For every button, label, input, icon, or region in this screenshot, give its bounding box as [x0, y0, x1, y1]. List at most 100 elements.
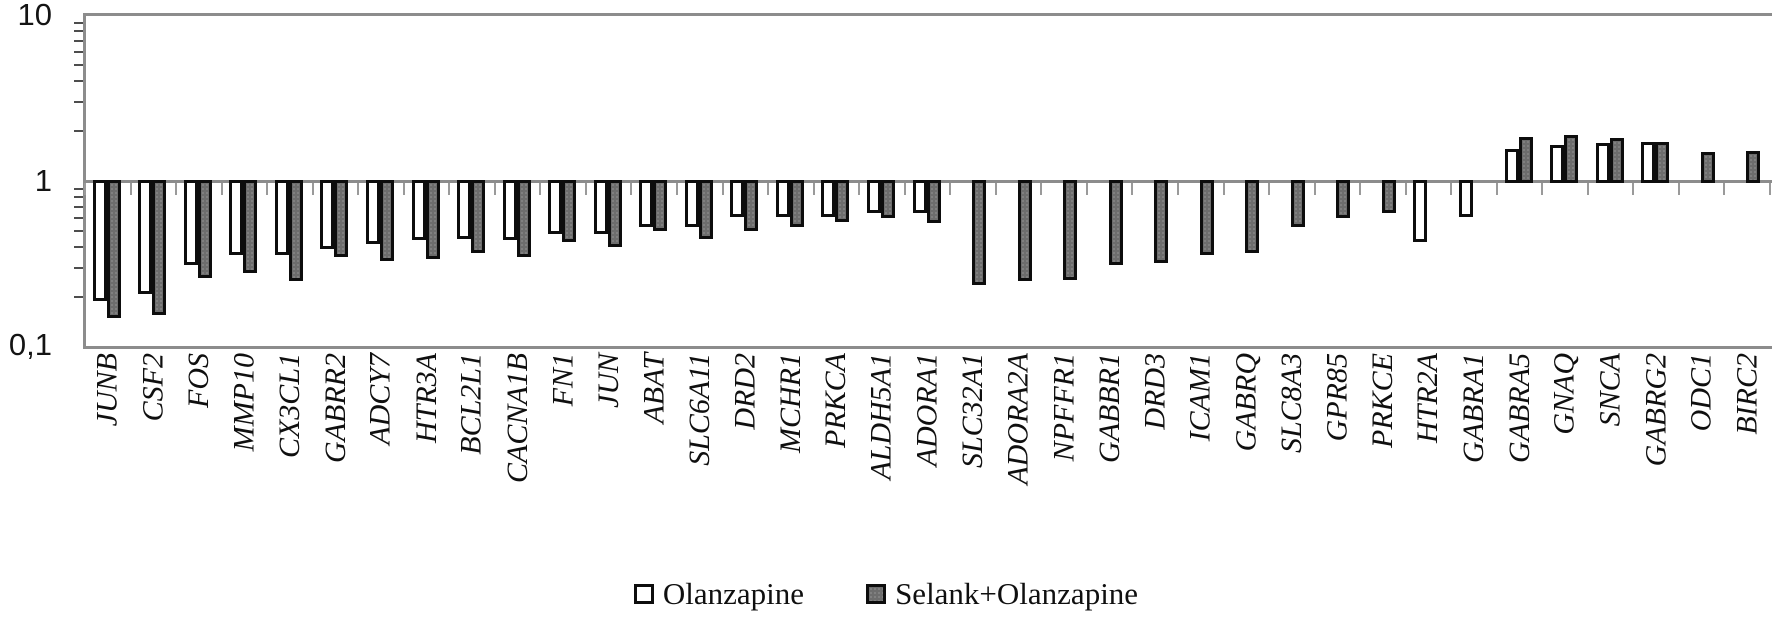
x-tick	[1586, 183, 1589, 195]
bar-selank-olanzapine-odc1	[1700, 151, 1715, 183]
x-label-text-gabra1: GABRA1	[1456, 353, 1490, 463]
x-tick	[1085, 183, 1088, 195]
x-tick	[266, 183, 269, 195]
x-tick	[493, 183, 496, 195]
x-label-text-bcl2l1: BCL2L1	[455, 353, 489, 455]
x-tick	[1541, 183, 1544, 195]
y-axis-label-0-1: 0,1	[8, 327, 52, 362]
x-tick	[1313, 183, 1316, 195]
y-minor-tick	[74, 130, 83, 133]
x-tick	[676, 183, 679, 195]
bar-selank-olanzapine-gabrq	[1245, 180, 1260, 253]
bar-selank-olanzapine-cx3cl1	[288, 180, 303, 281]
bar-selank-olanzapine-npffr1	[1063, 180, 1078, 280]
x-tick	[858, 183, 861, 195]
x-label-text-icam1: ICAM1	[1183, 353, 1217, 442]
x-tick	[1495, 183, 1498, 195]
x-tick	[1769, 183, 1771, 195]
x-label-text-jun: JUN	[591, 353, 625, 408]
x-label-text-slc8a3: SLC8A3	[1274, 353, 1308, 454]
x-tick	[949, 183, 952, 195]
bar-olanzapine-fos	[183, 180, 198, 266]
bar-selank-olanzapine-gabrg2	[1655, 141, 1670, 183]
bar-olanzapine-gnaq	[1550, 144, 1565, 183]
y-minor-tick	[74, 246, 83, 249]
y-minor-tick	[74, 196, 83, 199]
x-tick	[1359, 183, 1362, 195]
x-label-text-htr3a: HTR3A	[409, 353, 443, 443]
y-minor-tick	[74, 50, 83, 53]
bar-selank-olanzapine-gpr85	[1336, 180, 1351, 218]
x-label-text-cx3cl1: CX3CL1	[272, 353, 306, 459]
legend-label-selank-olanzapine: Selank+Olanzapine	[895, 576, 1139, 611]
bar-selank-olanzapine-mmp10	[243, 180, 258, 273]
x-label-text-npffr1: NPFFR1	[1047, 353, 1081, 462]
y-minor-tick	[74, 100, 83, 103]
legend-label-olanzapine: Olanzapine	[662, 576, 805, 611]
bar-olanzapine-csf2	[138, 180, 153, 294]
x-label-text-gabrg2: GABRG2	[1639, 353, 1673, 467]
bar-selank-olanzapine-fos	[197, 180, 212, 279]
x-label-text-adora2a: ADORA2A	[1001, 353, 1035, 485]
x-tick	[630, 183, 633, 195]
y-axis-line	[83, 13, 86, 348]
y-minor-tick	[74, 229, 83, 232]
x-label-text-fos: FOS	[181, 353, 215, 408]
bar-selank-olanzapine-gabra5	[1518, 136, 1533, 183]
bar-selank-olanzapine-jun	[607, 180, 622, 248]
x-tick	[84, 183, 86, 195]
x-label-text-adora1: ADORA1	[910, 353, 944, 467]
x-label-text-htr2a: HTR2A	[1411, 353, 1445, 443]
bar-olanzapine-cx3cl1	[274, 180, 289, 255]
legend-swatch-selank-olanzapine	[866, 584, 887, 604]
x-tick	[721, 183, 724, 195]
x-label-text-mmp10: MMP10	[227, 353, 261, 452]
x-label-text-slc6a11: SLC6A11	[682, 353, 716, 466]
x-label-text-drd2: DRD2	[728, 353, 762, 430]
bar-olanzapine-bcl2l1	[457, 180, 472, 239]
bar-selank-olanzapine-icam1	[1199, 180, 1214, 255]
bar-olanzapine-junb	[92, 180, 107, 301]
bar-olanzapine-gabra5	[1504, 148, 1519, 183]
x-tick	[1677, 183, 1680, 195]
x-label-text-prkca: PRKCA	[819, 353, 853, 448]
x-tick	[1723, 183, 1726, 195]
bar-selank-olanzapine-abat	[653, 180, 668, 231]
bar-selank-olanzapine-slc6a11	[698, 180, 713, 239]
y-minor-tick	[74, 296, 83, 299]
y-minor-tick	[74, 63, 83, 66]
x-tick	[311, 183, 314, 195]
x-tick	[1404, 183, 1407, 195]
bar-selank-olanzapine-drd3	[1154, 180, 1169, 264]
y-minor-tick	[74, 205, 83, 208]
gridline-bottom	[83, 346, 1772, 349]
x-label-text-odc1: ODC1	[1684, 353, 1718, 432]
x-tick	[1450, 183, 1453, 195]
bar-olanzapine-abat	[639, 180, 654, 227]
x-label-text-junb: JUNB	[90, 353, 124, 427]
bar-olanzapine-prkca	[821, 180, 836, 217]
x-label-text-gabbr1: GABBR1	[1092, 353, 1126, 463]
legend-swatch-olanzapine	[633, 584, 654, 604]
bar-selank-olanzapine-gabrr2	[334, 180, 349, 257]
x-label-text-birc2: BIRC2	[1730, 353, 1764, 435]
x-label-text-slc32a1: SLC32A1	[956, 353, 990, 469]
bar-selank-olanzapine-adcy7	[380, 180, 394, 261]
legend-item-olanzapine: Olanzapine	[633, 576, 805, 612]
x-tick	[175, 183, 178, 195]
y-axis-label-10: 10	[17, 0, 52, 32]
bar-selank-olanzapine-prkca	[835, 180, 850, 222]
bar-olanzapine-adora1	[912, 180, 927, 214]
gridline-top	[83, 13, 1772, 16]
y-axis-label-1: 1	[34, 163, 52, 198]
x-tick	[1040, 183, 1043, 195]
y-minor-tick	[74, 30, 83, 33]
x-tick	[1222, 183, 1225, 195]
y-minor-tick	[74, 39, 83, 42]
bar-selank-olanzapine-mchr1	[789, 180, 804, 227]
x-tick	[584, 183, 587, 195]
x-label-text-gabrr2: GABRR2	[318, 353, 352, 463]
x-label-text-snca: SNCA	[1593, 353, 1627, 427]
bar-selank-olanzapine-aldh5a1	[880, 180, 895, 218]
bar-selank-olanzapine-drd2	[744, 180, 759, 231]
